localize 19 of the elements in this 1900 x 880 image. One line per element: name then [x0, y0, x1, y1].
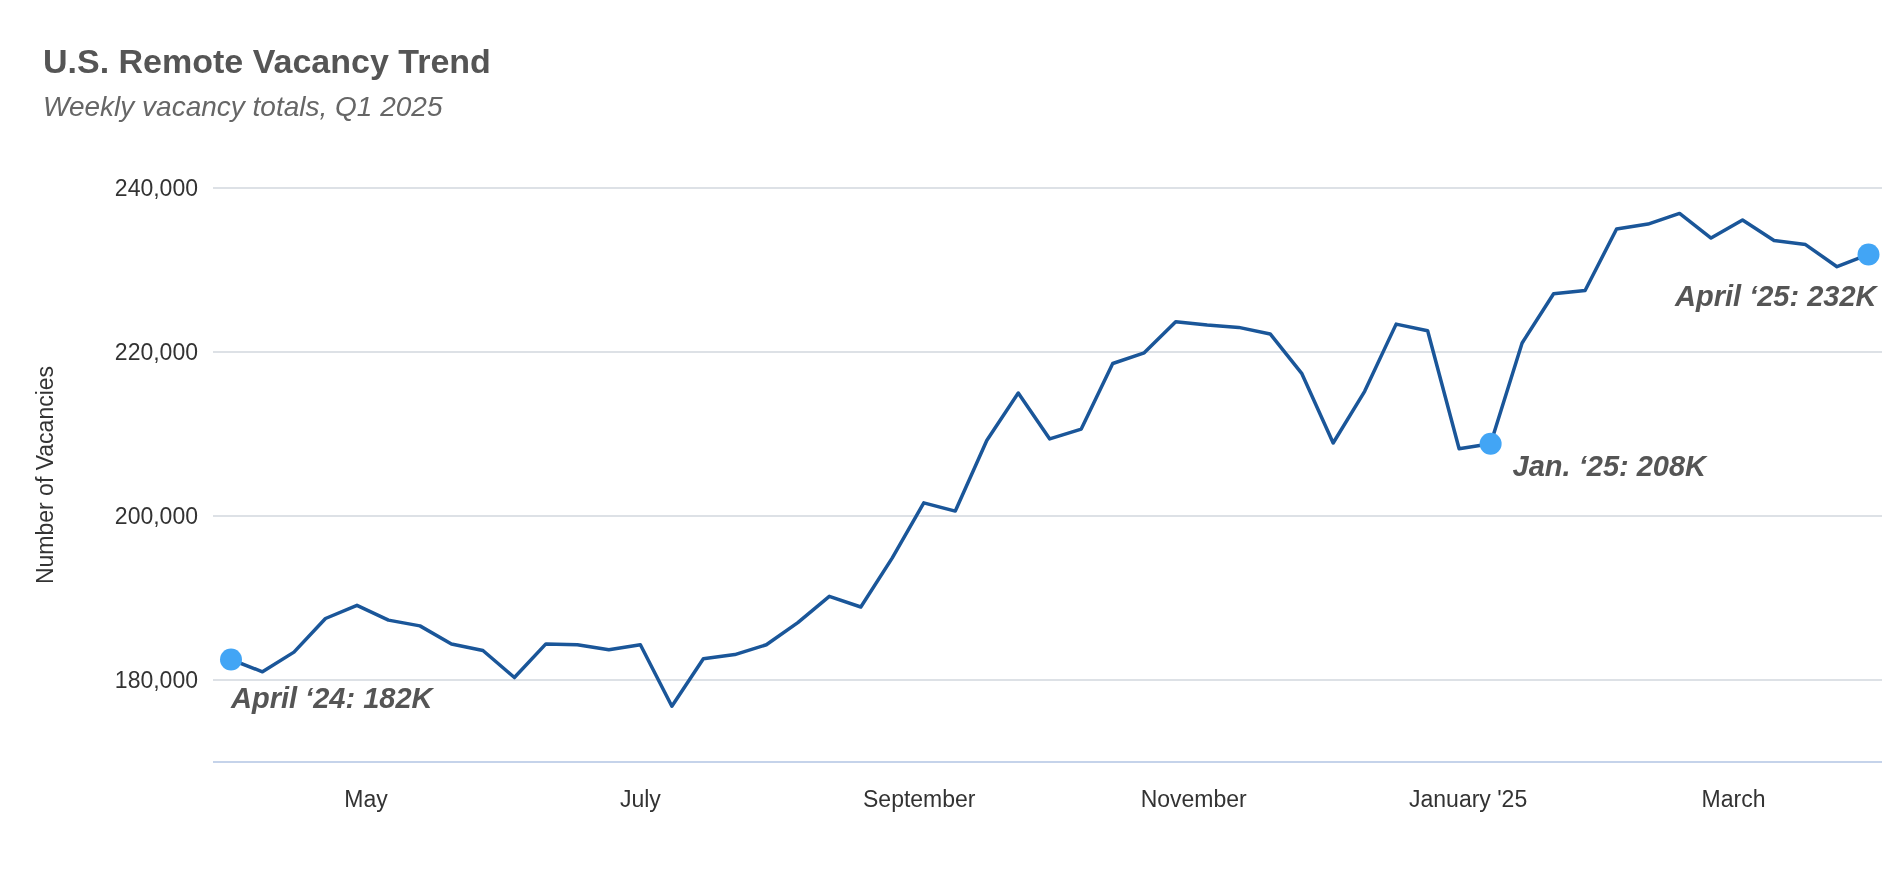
- chart-title: U.S. Remote Vacancy Trend: [43, 42, 491, 80]
- y-axis-title: Number of Vacancies: [32, 365, 58, 585]
- x-tick-label: March: [1701, 786, 1766, 812]
- point: [1479, 432, 1502, 455]
- annotation: April ‘24: 182K: [229, 681, 435, 714]
- chart-subtitle: Weekly vacancy totals, Q1 2025: [43, 91, 443, 122]
- y-tick-label: 180,000: [114, 667, 198, 694]
- x-tick-label: July: [619, 786, 662, 812]
- annotation: April ‘25: 232K: [1674, 280, 1879, 313]
- x-tick-label: November: [1140, 786, 1248, 812]
- point: [1857, 243, 1880, 266]
- y-tick-label: 220,000: [114, 339, 198, 366]
- point: [220, 648, 242, 671]
- y-tick-label: 240,000: [114, 175, 198, 202]
- x-tick-label: January '25: [1409, 786, 1528, 812]
- x-tick-label: September: [863, 786, 976, 812]
- y-tick-label: 200,000: [114, 503, 198, 530]
- annotation: Jan. ‘25: 208K: [1512, 449, 1709, 482]
- x-tick-label: May: [344, 786, 389, 812]
